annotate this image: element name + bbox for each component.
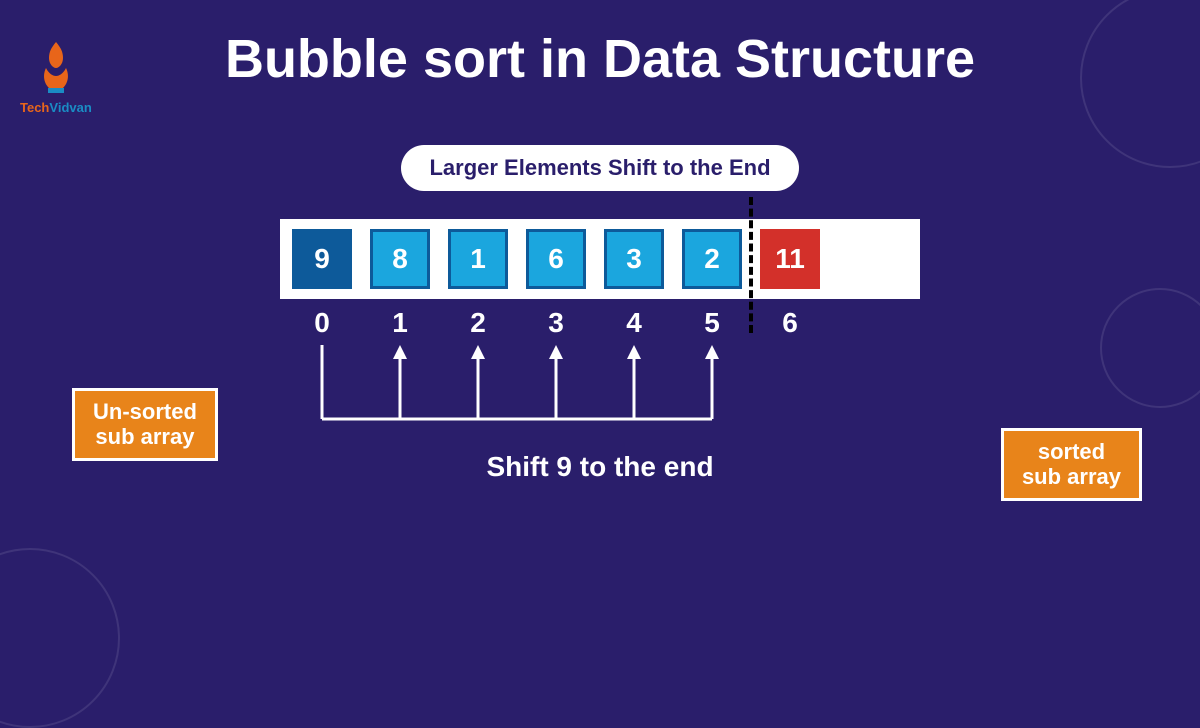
array-container: 981632 11 <box>280 219 920 299</box>
tag-line: Un-sorted <box>93 399 197 424</box>
unsorted-tag: Un-sorted sub array <box>72 388 218 461</box>
array-index: 3 <box>526 307 586 339</box>
tag-line: sorted <box>1022 439 1121 464</box>
array-cell: 8 <box>370 229 430 289</box>
sorted-tag: sorted sub array <box>1001 428 1142 501</box>
index-row: 0123456 <box>280 307 920 339</box>
page-title: Bubble sort in Data Structure <box>0 28 1200 90</box>
tag-line: sub array <box>1022 464 1121 489</box>
array-index: 1 <box>370 307 430 339</box>
array-cell: 1 <box>448 229 508 289</box>
array-index: 4 <box>604 307 664 339</box>
array-index: 0 <box>292 307 352 339</box>
shift-arrows <box>280 339 920 449</box>
bg-circle <box>0 548 120 728</box>
logo-icon <box>31 40 81 95</box>
array-index: 2 <box>448 307 508 339</box>
subtitle-pill: Larger Elements Shift to the End <box>401 145 798 191</box>
logo-text-vidvan: Vidvan <box>49 100 91 115</box>
array-cell: 3 <box>604 229 664 289</box>
array-cell: 11 <box>760 229 820 289</box>
array-cell: 2 <box>682 229 742 289</box>
array-cell: 6 <box>526 229 586 289</box>
bg-circle <box>1100 288 1200 408</box>
logo-text-tech: Tech <box>20 100 49 115</box>
sorted-divider <box>749 197 753 333</box>
tag-line: sub array <box>93 424 197 449</box>
array-index: 6 <box>760 307 820 339</box>
brand-logo: TechVidvan <box>20 40 92 115</box>
array-cell: 9 <box>292 229 352 289</box>
array-index: 5 <box>682 307 742 339</box>
